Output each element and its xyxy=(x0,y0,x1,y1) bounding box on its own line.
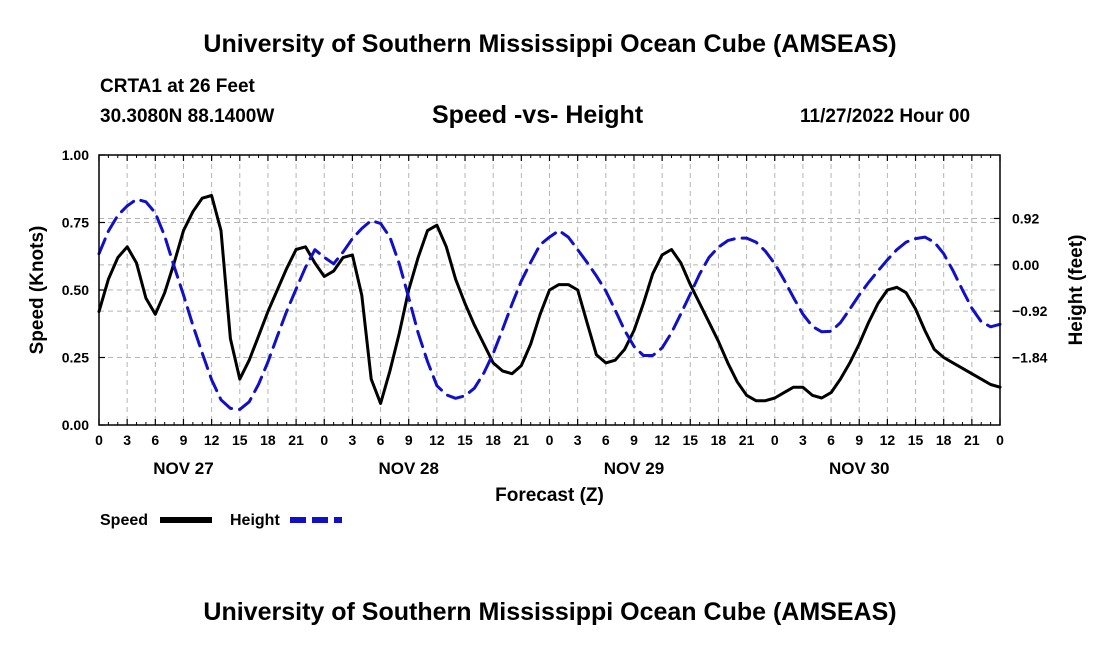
y-axis-title: Speed (Knots) xyxy=(27,226,48,355)
axes: 0 3 6 9 12 15 18 21 0 3 6 9 12 15 18 21 0 3 6 9 12 15 18 21 0 3 6 9… xyxy=(62,147,1048,478)
x-tick-label: 9 xyxy=(405,432,413,448)
y2-tick-label: −0.92 xyxy=(1012,303,1048,319)
forecast-timestamp: 11/27/2022 Hour 00 xyxy=(800,106,971,127)
x-tick-label: 12 xyxy=(429,432,445,448)
x-tick-label: 0 xyxy=(771,432,779,448)
x-tick-label: 15 xyxy=(457,432,473,448)
day-label: NOV 28 xyxy=(378,459,438,478)
x-tick-label: 21 xyxy=(288,432,304,448)
x-tick-label: 12 xyxy=(880,432,896,448)
y-tick-label: 1.00 xyxy=(62,147,89,163)
x-tick-label: 18 xyxy=(936,432,952,448)
y2-tick-label: −1.84 xyxy=(1012,350,1048,366)
x-tick-label: 0 xyxy=(996,432,1004,448)
x-tick-label: 18 xyxy=(260,432,276,448)
speed-series-line xyxy=(97,194,1002,405)
series-layer xyxy=(97,194,1002,411)
x-tick-label: 15 xyxy=(232,432,248,448)
chart-title: University of Southern Mississippi Ocean… xyxy=(203,30,897,58)
chart-subtitle: Speed -vs- Height xyxy=(432,101,644,129)
y2-axis-title: Height (feet) xyxy=(1066,235,1087,346)
x-tick-label: 12 xyxy=(204,432,220,448)
x-tick-label: 21 xyxy=(514,432,530,448)
y2-tick-label: 0.92 xyxy=(1012,210,1039,226)
x-tick-label: 12 xyxy=(654,432,670,448)
x-tick-label: 15 xyxy=(908,432,924,448)
x-tick-label: 6 xyxy=(602,432,610,448)
height-series-line xyxy=(97,197,1002,411)
y-tick-label: 0.50 xyxy=(62,282,89,298)
y2-tick-label: 0.00 xyxy=(1012,257,1039,273)
x-tick-label: 0 xyxy=(546,432,554,448)
x-tick-label: 9 xyxy=(855,432,863,448)
x-tick-label: 3 xyxy=(799,432,807,448)
x-tick-label: 0 xyxy=(320,432,328,448)
footer-title: University of Southern Mississippi Ocean… xyxy=(203,598,897,626)
legend-speed-label: Speed xyxy=(100,512,148,529)
y-tick-label: 0.25 xyxy=(62,350,89,366)
legend-height-label: Height xyxy=(230,512,280,529)
x-tick-label: 6 xyxy=(827,432,835,448)
station-label: CRTA1 at 26 Feet xyxy=(100,76,255,97)
station-coordinates: 30.3080N 88.1400W xyxy=(100,106,275,127)
x-tick-label: 3 xyxy=(123,432,131,448)
day-label: NOV 30 xyxy=(829,459,889,478)
x-tick-label: 3 xyxy=(574,432,582,448)
x-tick-label: 6 xyxy=(151,432,159,448)
x-tick-label: 21 xyxy=(739,432,755,448)
x-tick-label: 9 xyxy=(630,432,638,448)
legend: Speed Height xyxy=(100,512,342,529)
x-tick-label: 9 xyxy=(180,432,188,448)
x-axis-title: Forecast (Z) xyxy=(495,485,604,506)
x-tick-label: 18 xyxy=(485,432,501,448)
y-tick-label: 0.00 xyxy=(62,417,89,433)
x-tick-label: 21 xyxy=(964,432,980,448)
x-tick-label: 18 xyxy=(711,432,727,448)
y-tick-label: 0.75 xyxy=(62,215,89,231)
x-tick-label: 3 xyxy=(349,432,357,448)
day-label: NOV 29 xyxy=(604,459,664,478)
day-label: NOV 27 xyxy=(153,459,213,478)
x-tick-label: 6 xyxy=(377,432,385,448)
x-tick-label: 15 xyxy=(682,432,698,448)
grid xyxy=(99,155,1000,425)
x-tick-label: 0 xyxy=(95,432,103,448)
